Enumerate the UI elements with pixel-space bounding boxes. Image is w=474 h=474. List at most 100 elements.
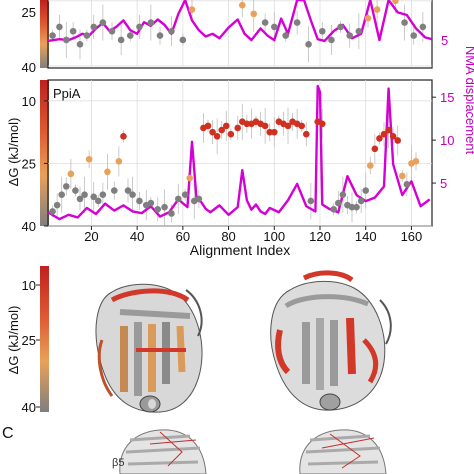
- dg-point: [120, 133, 127, 140]
- dg-point: [392, 0, 399, 5]
- y-axis-label-left: ΔG (kJ/mol): [6, 118, 21, 187]
- middle-right-ticks: 5 10 15: [432, 90, 454, 191]
- dg-point: [115, 158, 123, 165]
- dg-point: [168, 27, 175, 35]
- middle-left-ticks: 10 25 40: [22, 94, 48, 234]
- dg-point: [136, 23, 143, 31]
- dg-point: [213, 133, 221, 140]
- dg-point: [108, 27, 116, 35]
- x-tick-label: 160: [401, 229, 423, 244]
- colorbar-tick-label: 10: [22, 278, 36, 293]
- dg-point: [188, 6, 196, 13]
- dg-point: [147, 19, 155, 26]
- dg-point: [261, 122, 269, 130]
- dg-point: [195, 195, 203, 203]
- dg-point: [398, 172, 406, 180]
- middle-gridlines: [48, 80, 432, 227]
- top-right-tick-5: 5: [441, 33, 448, 48]
- panel-label-ppia: PpiA: [53, 86, 81, 101]
- x-axis-label: Alignment Index: [190, 242, 290, 258]
- dg-point: [179, 36, 187, 44]
- dg-point: [355, 27, 363, 35]
- dg-point: [124, 187, 132, 194]
- x-tick-label: 40: [130, 229, 144, 244]
- dg-point: [412, 158, 420, 165]
- dg-point: [99, 191, 107, 199]
- dg-point: [302, 130, 310, 138]
- middle-colorbar: [40, 80, 49, 226]
- dg-point: [282, 32, 290, 39]
- dg-point: [243, 120, 251, 128]
- dg-point: [67, 170, 75, 178]
- dg-point: [154, 206, 162, 213]
- top-gridlines: [48, 0, 432, 67]
- dg-point: [394, 137, 402, 144]
- left-tick-label: 40: [22, 219, 36, 234]
- dg-point: [156, 32, 164, 39]
- dg-point: [76, 195, 84, 203]
- y-axis-label-right: NMA displacement: [463, 46, 474, 155]
- dg-point: [90, 193, 98, 201]
- dg-point: [270, 128, 278, 136]
- dg-point: [348, 203, 356, 211]
- dg-point: [270, 23, 278, 31]
- middle-x-ticks: 20 40 60 80 100 120 140 160: [84, 226, 422, 244]
- dg-point: [419, 23, 427, 31]
- protein-structure-right: [270, 270, 392, 411]
- structure-panel: 10 25 40 ΔG (kJ/mol): [6, 266, 392, 415]
- dg-point: [357, 197, 365, 205]
- dg-point: [181, 191, 189, 199]
- middle-dg-points: [49, 118, 420, 217]
- dg-point: [362, 187, 370, 194]
- dg-point: [83, 32, 91, 39]
- dg-point: [49, 208, 56, 215]
- dg-point: [49, 32, 56, 39]
- dg-point: [339, 191, 347, 199]
- dg-point: [293, 19, 301, 26]
- dg-point: [94, 197, 102, 205]
- dg-point: [161, 203, 168, 211]
- dg-point: [227, 130, 235, 138]
- middle-nma-line: [47, 84, 431, 221]
- dg-point: [371, 145, 379, 153]
- dg-point: [334, 199, 342, 207]
- x-tick-label: 60: [176, 229, 190, 244]
- right-tick-label: 15: [440, 90, 454, 105]
- dg-point: [328, 36, 335, 44]
- dg-point: [99, 19, 107, 26]
- dg-point: [307, 197, 315, 205]
- dg-point: [76, 40, 84, 48]
- structure-colorbar-ticks: 10 25 40: [22, 278, 40, 415]
- dg-point: [110, 187, 118, 194]
- dg-point: [366, 162, 374, 169]
- left-tick-label: 25: [22, 156, 36, 171]
- panel-c-label: C: [2, 425, 14, 442]
- colorbar-tick-label: 25: [22, 333, 36, 348]
- x-tick-label: 100: [263, 229, 285, 244]
- beta5-label: β5: [112, 457, 124, 469]
- dg-point: [364, 14, 372, 22]
- colorbar-tick-label: 40: [22, 400, 36, 415]
- dg-point: [305, 40, 312, 48]
- dg-point: [62, 36, 70, 44]
- dg-point: [186, 174, 194, 182]
- right-tick-label: 10: [440, 133, 454, 148]
- dg-point: [337, 23, 344, 31]
- dg-point: [81, 191, 88, 199]
- dg-point: [58, 191, 66, 199]
- dg-point: [204, 122, 212, 130]
- protein-structure-left: [95, 283, 203, 413]
- dg-point: [147, 199, 155, 207]
- dg-point: [353, 203, 360, 211]
- dg-point: [129, 191, 136, 199]
- dg-point: [218, 126, 226, 134]
- dg-point: [284, 122, 292, 130]
- dg-point: [234, 124, 242, 132]
- dg-point: [403, 180, 411, 188]
- dg-point: [250, 10, 258, 18]
- x-tick-label: 120: [309, 229, 331, 244]
- dg-point: [318, 27, 326, 35]
- top-colorbar: [40, 0, 49, 68]
- dg-point: [104, 168, 111, 176]
